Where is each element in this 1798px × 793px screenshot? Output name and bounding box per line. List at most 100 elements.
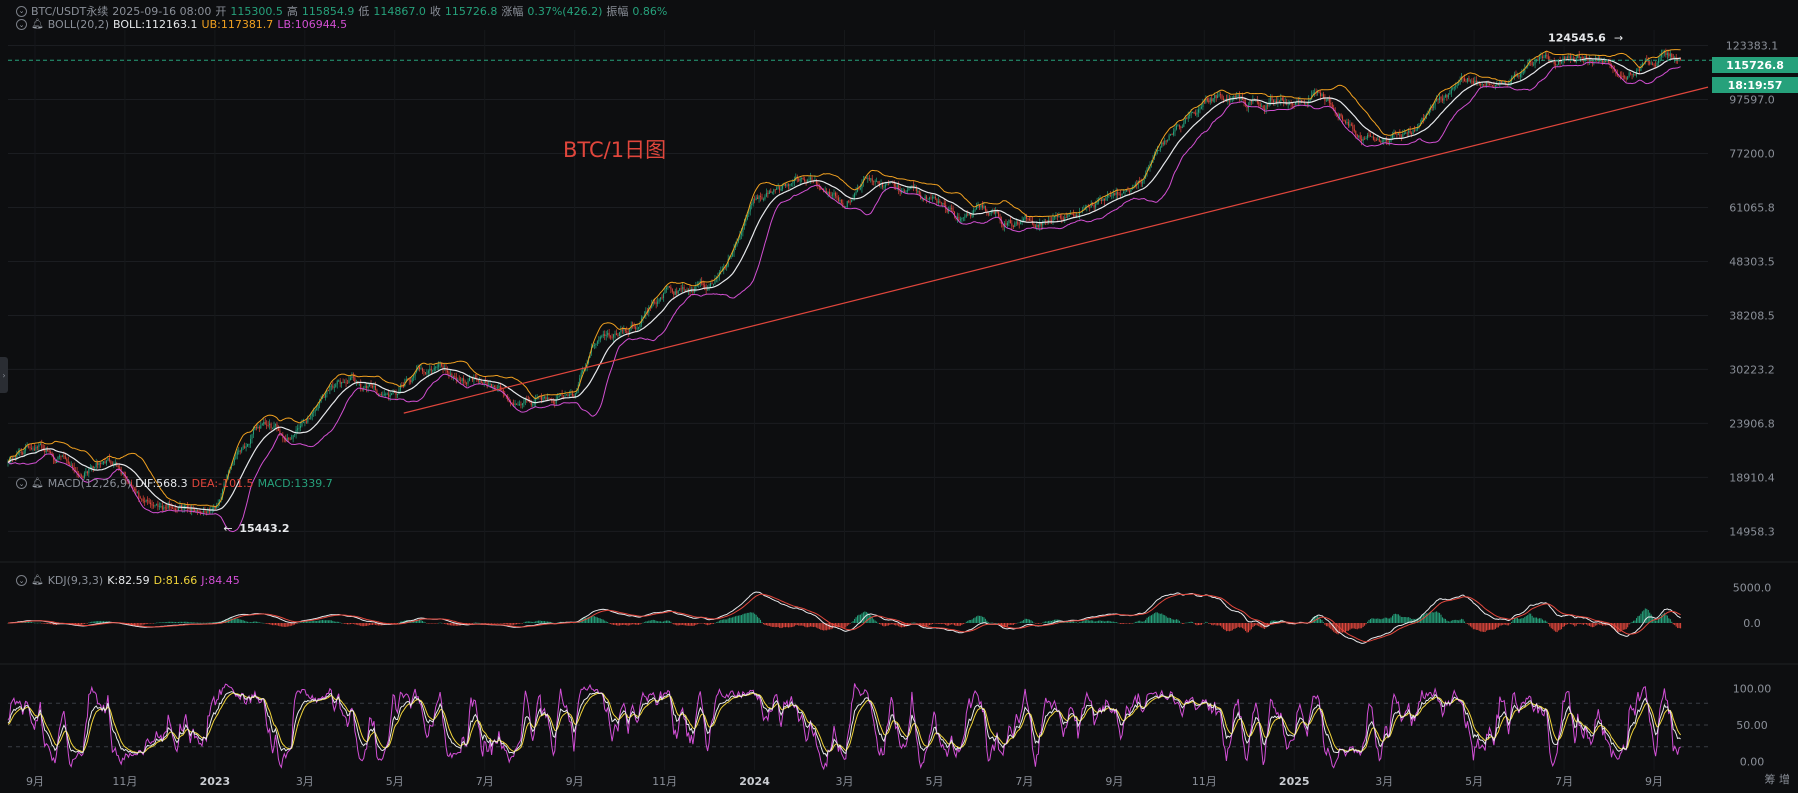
candle-body bbox=[811, 177, 813, 181]
candle-body bbox=[1214, 95, 1216, 99]
collapse-icon[interactable]: ⌄ bbox=[16, 19, 27, 30]
candle-body bbox=[576, 390, 578, 394]
macd-hist-bar bbox=[1586, 623, 1588, 625]
candle-body bbox=[1594, 58, 1596, 62]
macd-hist-bar bbox=[633, 623, 635, 625]
macd-hist-bar bbox=[272, 623, 274, 626]
macd-hist-bar bbox=[399, 621, 401, 623]
candle-body bbox=[225, 479, 227, 484]
candle-body bbox=[1461, 77, 1463, 81]
macd-hist-bar bbox=[679, 623, 681, 626]
macd-hist-bar bbox=[956, 623, 958, 626]
macd-hist-bar bbox=[848, 623, 850, 625]
candle-body bbox=[1103, 198, 1105, 201]
candle-body bbox=[358, 383, 360, 385]
candle-body bbox=[297, 428, 299, 430]
macd-hist-bar bbox=[532, 621, 534, 623]
macd-hist-bar bbox=[1325, 623, 1327, 627]
candle-body bbox=[1411, 133, 1413, 135]
low-label: 低 bbox=[358, 5, 370, 18]
collapse-icon[interactable]: ⌄ bbox=[16, 5, 27, 17]
macd-hist-bar bbox=[996, 622, 998, 624]
macd-hist-bar bbox=[1663, 612, 1665, 623]
macd-hist-bar bbox=[1368, 619, 1370, 623]
symbol-label: BTC/USDT永续 bbox=[31, 5, 109, 18]
candle-body bbox=[854, 193, 856, 199]
candle-body bbox=[251, 434, 253, 440]
candle-body bbox=[260, 425, 262, 429]
macd-hist-bar bbox=[1117, 622, 1119, 624]
candle-body bbox=[1581, 57, 1583, 59]
kdj-label[interactable]: KDJ(9,3,3) bbox=[47, 574, 104, 587]
macd-hist-bar bbox=[768, 623, 770, 626]
candle-body bbox=[1540, 56, 1542, 58]
macd-hist-bar bbox=[660, 621, 662, 623]
candle-body bbox=[1624, 75, 1626, 79]
candle-body bbox=[439, 362, 441, 365]
macd-dea-value: DEA:-101.5 bbox=[191, 477, 254, 490]
candle-body bbox=[454, 376, 456, 378]
macd-hist-bar bbox=[477, 622, 479, 624]
candle-body bbox=[232, 462, 234, 466]
macd-hist-bar bbox=[812, 623, 814, 628]
macd-hist-bar bbox=[1355, 623, 1357, 629]
macd-hist-bar bbox=[1319, 619, 1322, 623]
bell-icon[interactable]: 🔔︎ bbox=[31, 19, 44, 30]
candle-body bbox=[517, 404, 519, 406]
macd-hist-bar bbox=[1023, 619, 1025, 623]
kdj-axis-tick-label: 100.00 bbox=[1733, 683, 1772, 696]
candle-body bbox=[1602, 60, 1604, 64]
candle-body bbox=[962, 217, 964, 219]
candle-body bbox=[961, 217, 963, 220]
candle-body bbox=[173, 508, 175, 510]
macd-hist-bar bbox=[355, 623, 357, 625]
macd-hist-bar bbox=[82, 623, 84, 625]
open-label: 开 bbox=[215, 5, 227, 18]
macd-hist-bar bbox=[1127, 623, 1129, 624]
candle-body bbox=[222, 489, 224, 498]
bell-icon[interactable]: 🔔︎ bbox=[31, 575, 44, 586]
candle-body bbox=[83, 472, 85, 478]
panel-toggle-handle[interactable]: › bbox=[0, 357, 8, 393]
candle-body bbox=[261, 424, 263, 426]
candle-body bbox=[460, 380, 462, 382]
macd-hist-bar bbox=[527, 621, 529, 623]
macd-hist-bar bbox=[26, 621, 28, 623]
macd-hist-bar bbox=[598, 617, 600, 623]
macd-hist-bar bbox=[1225, 623, 1227, 632]
candle-body bbox=[1034, 225, 1036, 228]
collapse-icon[interactable]: ⌄ bbox=[16, 575, 27, 586]
candle-body bbox=[574, 393, 576, 398]
candle-body bbox=[799, 178, 801, 181]
macd-hist-bar bbox=[776, 623, 778, 628]
candle-body bbox=[1480, 84, 1482, 85]
candle-body bbox=[1637, 69, 1639, 71]
candle-body bbox=[461, 378, 463, 382]
bell-icon[interactable]: 🔔︎ bbox=[31, 478, 44, 489]
candle-body bbox=[827, 191, 829, 195]
candle-body bbox=[915, 187, 917, 192]
macd-hist-bar bbox=[857, 615, 859, 623]
corner-label[interactable]: 筹 增 bbox=[1764, 773, 1791, 786]
candle-body bbox=[995, 211, 997, 214]
macd-label[interactable]: MACD(12,26,9) bbox=[47, 477, 132, 490]
macd-hist-bar bbox=[1513, 617, 1516, 623]
macd-hist-bar bbox=[770, 623, 772, 627]
macd-hist-bar bbox=[1081, 621, 1083, 623]
candle-body bbox=[64, 456, 66, 459]
time-axis-tick-label: 9月 bbox=[566, 775, 584, 788]
macd-hist-bar bbox=[636, 623, 638, 625]
macd-hist-bar bbox=[917, 623, 919, 624]
macd-hist-bar bbox=[764, 623, 766, 626]
candle-body bbox=[170, 507, 172, 509]
collapse-icon[interactable]: ⌄ bbox=[16, 478, 27, 489]
boll-label[interactable]: BOLL(20,2) bbox=[47, 18, 110, 31]
macd-hist-bar bbox=[774, 623, 776, 628]
macd-hist-bar bbox=[1650, 614, 1652, 623]
macd-hist-bar bbox=[1630, 622, 1632, 624]
candle-body bbox=[660, 297, 662, 300]
macd-hist-bar bbox=[1206, 622, 1208, 623]
macd-hist-bar bbox=[1075, 622, 1078, 623]
